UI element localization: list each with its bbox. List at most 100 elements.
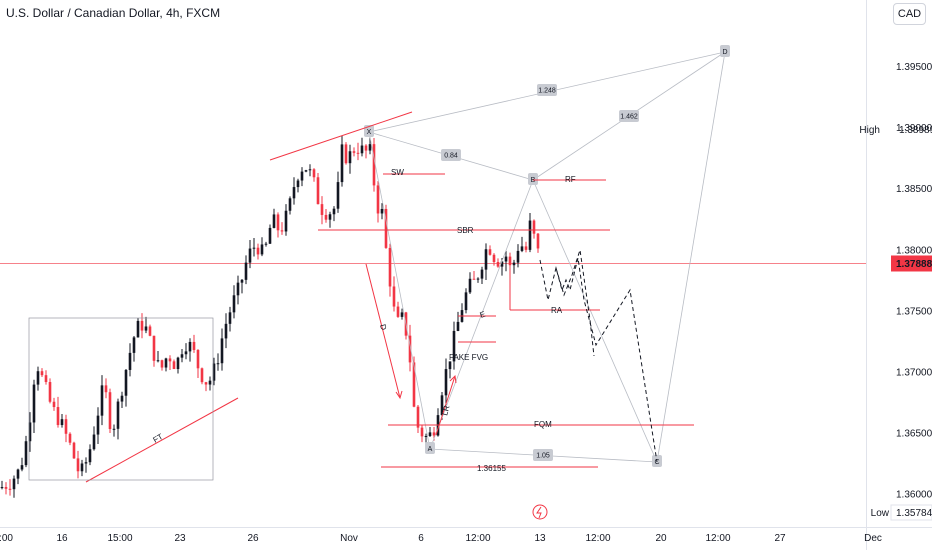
candle-body[interactable] [76, 458, 80, 472]
candle-body[interactable] [280, 230, 284, 232]
pattern-point-x[interactable] [364, 125, 374, 137]
candle-body[interactable] [284, 210, 288, 232]
candle-body[interactable] [524, 246, 528, 250]
candle-body[interactable] [408, 335, 412, 363]
candle-body[interactable] [336, 182, 340, 209]
candle-body[interactable] [468, 278, 472, 293]
candle-body[interactable] [148, 326, 152, 336]
candle-body[interactable] [92, 434, 96, 450]
candle-body[interactable] [204, 382, 208, 385]
candle-body[interactable] [536, 233, 540, 249]
candle-body[interactable] [32, 384, 36, 423]
candle-body[interactable] [216, 363, 220, 365]
candle-body[interactable] [424, 435, 428, 437]
candle-body[interactable] [356, 152, 360, 154]
candle-body[interactable] [224, 323, 228, 339]
candle-body[interactable] [244, 262, 248, 280]
candle-body[interactable] [84, 462, 88, 464]
candle-body[interactable] [196, 349, 200, 369]
candle-body[interactable] [144, 326, 148, 331]
candle-body[interactable] [272, 214, 276, 228]
candle-body[interactable] [428, 432, 432, 436]
candle-body[interactable] [116, 401, 120, 429]
candle-body[interactable] [128, 352, 132, 370]
candle-body[interactable] [348, 151, 352, 164]
candle-body[interactable] [304, 170, 308, 172]
candle-body[interactable] [52, 401, 56, 408]
pattern-point-a[interactable] [425, 442, 435, 454]
candle-body[interactable] [136, 320, 140, 338]
candle-body[interactable] [104, 385, 108, 393]
candle-body[interactable] [220, 338, 224, 364]
candle-body[interactable] [184, 351, 188, 355]
candle-body[interactable] [108, 392, 112, 430]
candle-body[interactable] [332, 208, 336, 215]
candle-body[interactable] [248, 248, 252, 263]
candle-body[interactable] [388, 247, 392, 287]
candle-body[interactable] [432, 432, 436, 436]
candle-body[interactable] [316, 177, 320, 205]
candle-body[interactable] [164, 358, 168, 368]
candle-body[interactable] [172, 361, 176, 370]
candle-body[interactable] [452, 330, 456, 362]
candle-body[interactable] [124, 369, 128, 396]
candle-body[interactable] [28, 422, 32, 442]
candle-body[interactable] [492, 254, 496, 263]
candle-body[interactable] [60, 419, 64, 426]
pattern-ratio-badge[interactable] [537, 84, 557, 96]
candle-body[interactable] [36, 371, 40, 385]
candle-body[interactable] [440, 395, 444, 416]
candle-body[interactable] [252, 247, 256, 249]
candle-body[interactable] [456, 321, 460, 331]
candle-body[interactable] [16, 469, 20, 479]
candle-body[interactable] [368, 144, 372, 151]
candle-body[interactable] [168, 358, 172, 362]
candle-body[interactable] [484, 249, 488, 270]
candle-body[interactable] [140, 320, 144, 331]
candle-body[interactable] [64, 419, 68, 434]
candle-body[interactable] [504, 256, 508, 262]
candle-body[interactable] [44, 375, 48, 383]
candle-body[interactable] [516, 250, 520, 263]
candle-body[interactable] [236, 282, 240, 296]
candle-body[interactable] [8, 488, 12, 490]
candle-body[interactable] [352, 151, 356, 153]
symbol-title[interactable]: U.S. Dollar / Canadian Dollar, 4h, FXCM [6, 6, 221, 20]
candle-body[interactable] [448, 361, 452, 370]
candle-body[interactable] [496, 262, 500, 267]
candle-body[interactable] [380, 208, 384, 214]
candle-body[interactable] [208, 380, 212, 385]
candle-body[interactable] [300, 171, 304, 181]
candle-body[interactable] [288, 198, 292, 211]
candle-body[interactable] [160, 360, 164, 368]
candle-body[interactable] [364, 145, 368, 151]
candle-body[interactable] [512, 262, 516, 266]
candle-body[interactable] [344, 144, 348, 164]
candle-body[interactable] [324, 214, 328, 220]
pattern-ratio-badge[interactable] [619, 110, 639, 122]
candle-body[interactable] [400, 312, 404, 317]
candle-body[interactable] [268, 227, 272, 244]
candle-body[interactable] [0, 487, 4, 489]
candle-body[interactable] [20, 465, 24, 470]
candle-body[interactable] [296, 180, 300, 188]
candle-body[interactable] [80, 463, 84, 472]
candle-body[interactable] [12, 478, 16, 490]
candle-body[interactable] [472, 278, 476, 280]
current-price-badge[interactable] [891, 255, 932, 272]
candle-body[interactable] [312, 169, 316, 178]
candle-body[interactable] [200, 368, 204, 383]
candle-body[interactable] [152, 335, 156, 361]
candle-body[interactable] [176, 357, 180, 370]
candle-body[interactable] [488, 249, 492, 255]
candle-body[interactable] [240, 279, 244, 283]
candle-body[interactable] [372, 144, 376, 186]
candle-body[interactable] [500, 261, 504, 267]
pattern-point-b[interactable] [528, 173, 538, 185]
candle-body[interactable] [180, 354, 184, 358]
candle-body[interactable] [120, 395, 124, 402]
candle-body[interactable] [464, 292, 468, 311]
candle-body[interactable] [112, 428, 116, 430]
candle-body[interactable] [40, 371, 44, 376]
